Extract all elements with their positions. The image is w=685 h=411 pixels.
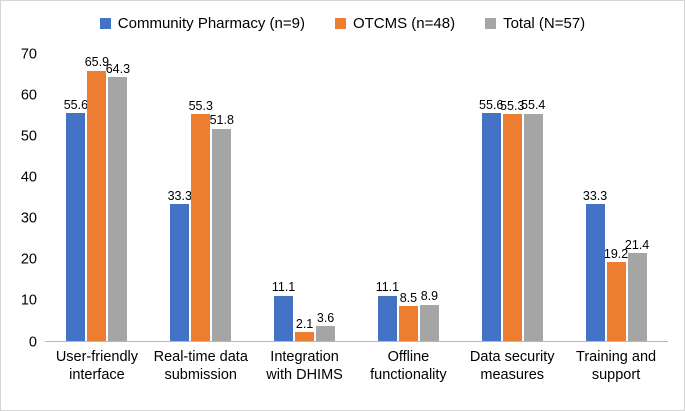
legend-swatch (99, 17, 111, 29)
y-tick-label: 70 (20, 45, 37, 62)
y-tick-label: 40 (20, 169, 37, 186)
bar: 33.3 (168, 190, 192, 341)
bar-group: 33.3 55.3 51.8 (149, 54, 253, 341)
category-label: Offline functionality (370, 349, 447, 384)
x-axis-labels: User-friendly interface Real-time data su… (45, 348, 668, 384)
bar: 8.5 (398, 292, 418, 341)
y-tick-label: 0 (28, 333, 37, 350)
category-label: User-friendly interface (55, 349, 138, 384)
legend-label: Community Pharmacy (n=9) (117, 14, 305, 32)
data-label: 55.4 (521, 98, 546, 113)
data-label: 55.3 (188, 98, 213, 113)
plot-area: 55.6 65.9 64.3 33.3 55.3 51.8 11.1 2.1 3.6 11.1 8.… (45, 54, 668, 342)
bar: 8.9 (419, 290, 439, 341)
legend-item: OTCMS (n=48) (334, 14, 456, 32)
bar: 2.1 (295, 318, 315, 341)
data-label: 51.8 (209, 113, 234, 128)
data-label: 3.6 (316, 310, 335, 325)
bar: 21.4 (625, 239, 649, 341)
bar-group: 33.3 19.2 21.4 (564, 54, 668, 341)
bar: 11.1 (272, 281, 295, 341)
bar: 55.6 (479, 99, 503, 341)
y-tick-label: 50 (20, 128, 37, 145)
data-label: 33.3 (167, 188, 192, 203)
legend-item: Community Pharmacy (n=9) (99, 14, 305, 32)
bar: 33.3 (583, 190, 607, 341)
data-label: 55.6 (63, 97, 89, 112)
y-axis: 0 10 20 30 40 50 60 70 (9, 47, 45, 349)
bar: 3.6 (316, 312, 336, 341)
data-label: 55.3 (500, 98, 525, 113)
bar-group: 55.6 55.3 55.4 (460, 54, 564, 341)
bar: 11.1 (376, 281, 399, 341)
legend-label: OTCMS (n=48) (352, 14, 456, 32)
category-label: Real-time data submission (153, 349, 248, 384)
data-label: 64.3 (105, 61, 131, 76)
chart-legend: Community Pharmacy (n=9) OTCMS (n=48) Tota… (1, 1, 684, 34)
bar: 55.4 (521, 99, 545, 341)
bar: 51.8 (210, 114, 234, 341)
data-label: 11.1 (271, 280, 296, 294)
data-label: 55.6 (479, 97, 504, 112)
bar: 55.6 (64, 99, 88, 341)
legend-label: Total (N=57) (503, 14, 586, 32)
bar-group: 11.1 2.1 3.6 (253, 54, 357, 341)
bar: 55.3 (189, 100, 213, 341)
bar: 55.3 (500, 100, 524, 341)
bar: 65.9 (85, 56, 109, 341)
bar-group: 55.6 65.9 64.3 (45, 54, 149, 341)
y-tick-label: 30 (20, 210, 37, 227)
category-label: Training and support (576, 349, 657, 384)
y-tick-label: 10 (20, 292, 37, 309)
data-label: 8.9 (420, 289, 439, 304)
y-tick-label: 20 (20, 251, 37, 268)
data-label: 33.3 (582, 188, 608, 203)
legend-swatch (485, 17, 497, 29)
bar: 19.2 (604, 248, 628, 341)
data-label: 65.9 (84, 55, 110, 70)
bar-group: 11.1 8.5 8.9 (356, 54, 460, 341)
data-label: 2.1 (295, 316, 314, 331)
legend-item: Total (N=57) (485, 15, 585, 32)
data-label: 8.5 (399, 290, 418, 305)
category-label: Integration with DHIMS (266, 349, 343, 384)
data-label: 19.2 (603, 246, 629, 261)
category-label: Data security measures (469, 349, 555, 384)
chart-body: 0 10 20 30 40 50 60 70 55.6 65.9 64.3 33.3 55.3 51.8… (9, 47, 668, 349)
y-tick-label: 60 (20, 86, 37, 103)
legend-swatch (334, 17, 346, 29)
data-label: 11.1 (375, 280, 400, 294)
bar: 64.3 (106, 63, 130, 341)
data-label: 21.4 (624, 237, 650, 252)
